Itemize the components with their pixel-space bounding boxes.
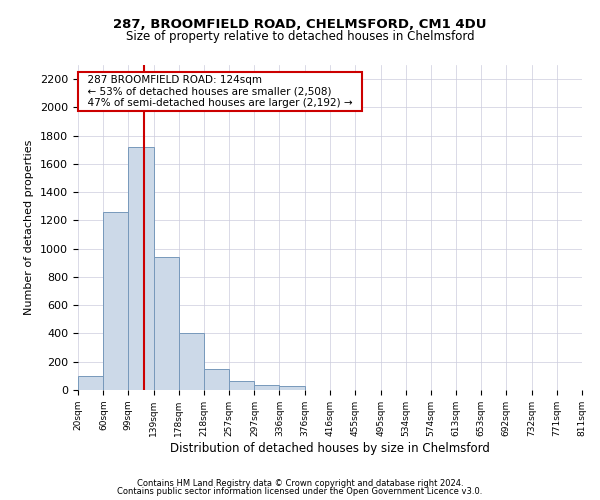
Bar xyxy=(103,212,128,390)
Bar xyxy=(204,369,229,390)
Bar xyxy=(154,257,179,390)
Text: 287 BROOMFIELD ROAD: 124sqm  
  ← 53% of detached houses are smaller (2,508)  
 : 287 BROOMFIELD ROAD: 124sqm ← 53% of det… xyxy=(81,75,359,108)
Bar xyxy=(179,334,204,390)
Y-axis label: Number of detached properties: Number of detached properties xyxy=(25,140,34,315)
Text: Size of property relative to detached houses in Chelmsford: Size of property relative to detached ho… xyxy=(125,30,475,43)
Bar xyxy=(254,385,280,390)
Bar xyxy=(128,147,154,390)
Bar xyxy=(78,376,103,390)
Text: 287, BROOMFIELD ROAD, CHELMSFORD, CM1 4DU: 287, BROOMFIELD ROAD, CHELMSFORD, CM1 4D… xyxy=(113,18,487,30)
Text: Contains HM Land Registry data © Crown copyright and database right 2024.: Contains HM Land Registry data © Crown c… xyxy=(137,478,463,488)
Bar xyxy=(280,386,305,390)
Text: Contains public sector information licensed under the Open Government Licence v3: Contains public sector information licen… xyxy=(118,487,482,496)
Bar xyxy=(229,381,254,390)
X-axis label: Distribution of detached houses by size in Chelmsford: Distribution of detached houses by size … xyxy=(170,442,490,454)
